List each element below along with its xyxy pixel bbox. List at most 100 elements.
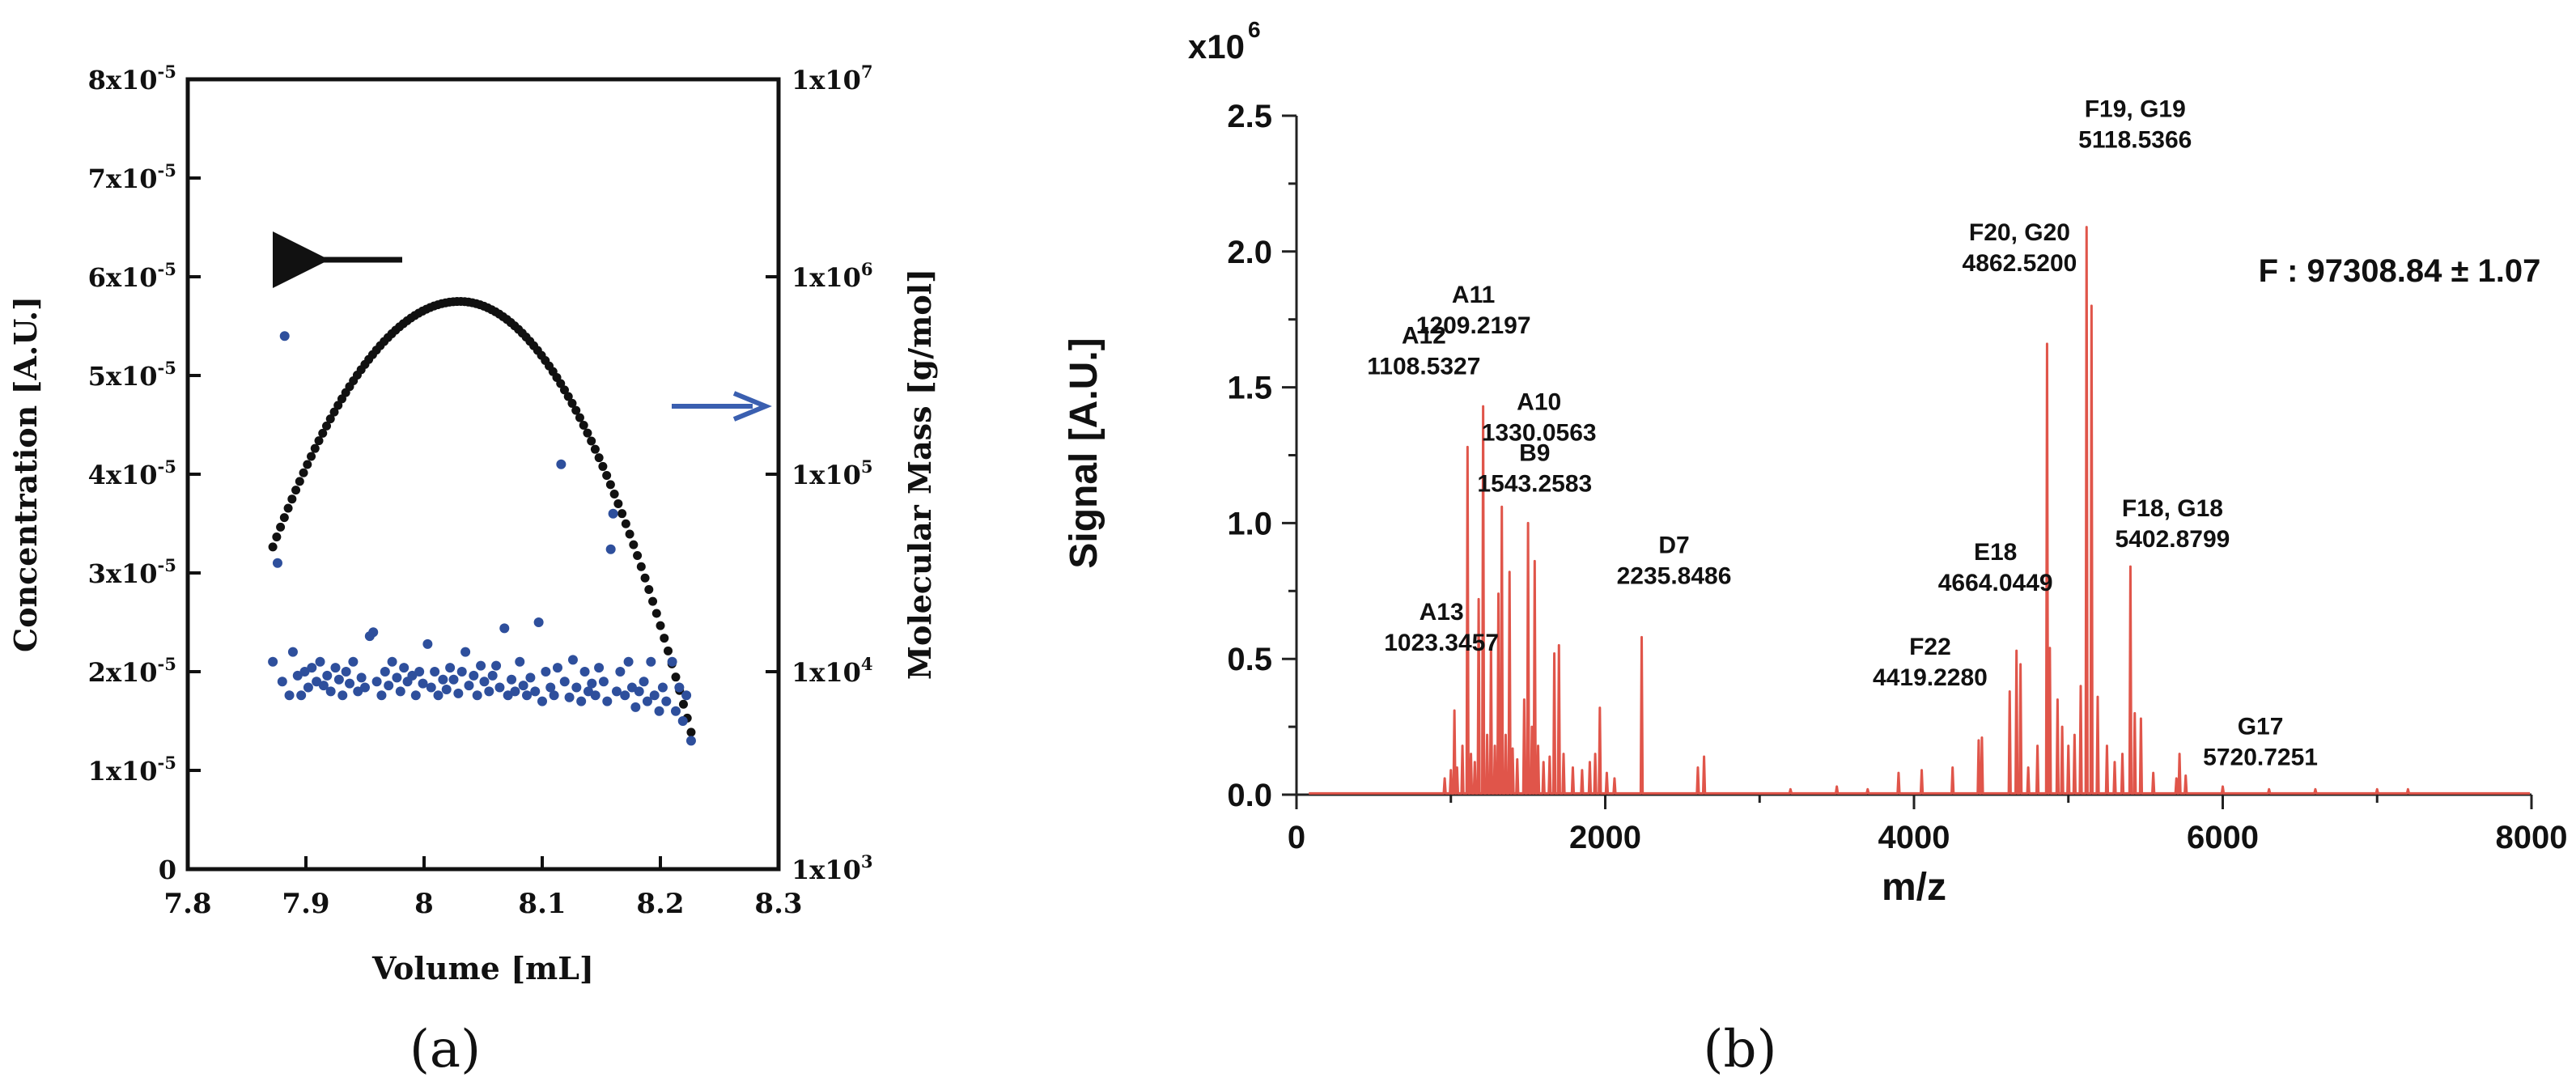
peak-annotation-mass: 5402.8799 [2116, 526, 2230, 553]
peak-annotation-mass: 1543.2583 [1477, 470, 1592, 497]
molecular-mass-point [422, 638, 433, 649]
y-multiplier-exponent: 6 [1248, 17, 1261, 42]
molecular-mass-point [272, 558, 282, 568]
molecular-mass-point [626, 682, 637, 693]
molecular-mass-point [630, 702, 641, 712]
concentration-point [651, 609, 661, 618]
molecular-mass-point [518, 681, 528, 691]
molecular-mass-point [552, 663, 562, 673]
panel-a-y2-tick-label: 1x103 [791, 851, 873, 885]
concentration-point [629, 540, 639, 549]
panel-a-y-tick-label: 6x10-5 [88, 259, 176, 293]
molecular-mass-point [677, 716, 688, 726]
concentration-point [329, 407, 339, 417]
molecular-mass-point [503, 690, 513, 701]
concentration-point [636, 562, 646, 571]
mass-spectrum-line [1309, 226, 2531, 795]
molecular-mass-point [479, 677, 490, 687]
molecular-mass-point [307, 663, 317, 673]
concentration-point [287, 494, 297, 504]
molecular-mass-point [287, 647, 298, 657]
concentration-point [563, 392, 573, 401]
concentration-point [656, 621, 665, 630]
panel-a-y2-tick-label: 1x104 [791, 654, 873, 688]
panel-a-x-tick-label: 8.1 [518, 888, 566, 920]
molecular-mass-point [576, 696, 587, 706]
concentration-point [322, 421, 332, 431]
molecular-mass-point [448, 674, 459, 685]
panel-a-y-tick-label: 5x10-5 [88, 358, 176, 392]
peak-annotation-id: F22 [1909, 634, 1951, 660]
panel-b-x-tick-label: 2000 [1569, 820, 1641, 855]
concentration-point [621, 519, 630, 528]
panel-b-x-tick-label: 8000 [2496, 820, 2568, 855]
molecular-mass-point [657, 682, 668, 693]
molecular-mass-point [356, 672, 367, 683]
panel-a-x-tick-label: 8.3 [754, 888, 802, 920]
molecular-mass-point [368, 627, 379, 638]
panel-a-chart: 7.8 7.9 8 8.1 8.2 8.3 0 1x10-5 2x10-5 3x10-5 4x10… [7, 62, 938, 1080]
peak-annotation-mass: 2235.8486 [1617, 562, 1732, 589]
concentration-point [617, 509, 627, 519]
concentration-point [559, 385, 569, 395]
concentration-point [579, 420, 588, 430]
concentration-point [276, 522, 286, 532]
concentration-point [640, 573, 650, 583]
molecular-mass-point [667, 656, 677, 667]
molecular-mass-point [277, 677, 287, 687]
panel-b-y-tick-label: 2.0 [1227, 235, 1272, 270]
concentration-point [567, 398, 577, 408]
panel-a-y-label: Concentration [A.U.] [7, 296, 44, 652]
molecular-mass-point [414, 667, 425, 677]
molecular-mass-point [299, 667, 310, 677]
molecular-mass-point [441, 684, 452, 694]
concentration-point [583, 428, 592, 438]
molecular-mass-point [395, 686, 405, 697]
panel-b-y-axis: 0.0 0.5 1.0 1.5 2.0 2.5 [1227, 99, 1296, 813]
molecular-mass-point [279, 331, 290, 341]
panel-a-right-y-axis: 1x103 1x104 1x105 1x106 1x107 [766, 62, 873, 885]
panel-a-y2-tick-label: 1x106 [791, 259, 873, 293]
molecular-mass-point [341, 667, 351, 677]
molecular-mass-point [430, 667, 440, 677]
peak-annotation-id: D7 [1658, 532, 1689, 558]
molecular-mass-point [598, 677, 609, 687]
molecular-mass-point [525, 672, 536, 683]
molecular-mass-point [268, 656, 278, 667]
molecular-mass-point [533, 617, 544, 627]
molecular-mass-point [433, 690, 443, 701]
peak-annotation-id: A10 [1517, 388, 1561, 415]
molecular-mass-point [510, 686, 520, 697]
panel-a-x-label: Volume [mL] [371, 950, 594, 986]
molecular-mass-point [464, 681, 474, 691]
molecular-mass-point [376, 690, 387, 701]
concentration-point [575, 413, 584, 422]
concentration-point [598, 461, 608, 471]
molecular-mass-point [579, 667, 590, 677]
panel-a-y-tick-label: 8x10-5 [88, 62, 176, 95]
molecular-mass-point [681, 690, 692, 701]
molecular-mass-point [494, 682, 505, 693]
peak-annotation-mass: 4419.2280 [1873, 664, 1988, 691]
molecular-mass-point [611, 686, 622, 697]
peak-annotation-mass: 1108.5327 [1367, 353, 1480, 380]
panel-a-y-tick-label: 4x10-5 [88, 456, 176, 490]
peak-annotation-id: A12 [1402, 322, 1446, 349]
molecular-mass-point [296, 690, 307, 701]
molecular-mass-point [646, 656, 656, 667]
molecular-mass-point [649, 690, 660, 701]
molecular-mass-point [284, 690, 295, 701]
molecular-mass-point [587, 678, 597, 689]
molecular-mass-point [322, 670, 333, 681]
molecular-mass-point [333, 674, 344, 685]
panel-b-y-tick-label: 0.5 [1227, 642, 1272, 677]
molecular-mass-point [620, 690, 630, 701]
peak-annotation-id: F18, G18 [2122, 495, 2223, 522]
molecular-mass-point [590, 690, 601, 701]
mass-axis-arrow-icon [732, 391, 772, 422]
panel-b-y-label: Signal [A.U.] [1063, 337, 1106, 568]
peak-annotation-mass: 1023.3457 [1384, 630, 1499, 656]
peak-annotation-id: A11 [1452, 282, 1495, 308]
panel-a-frame [185, 77, 781, 872]
